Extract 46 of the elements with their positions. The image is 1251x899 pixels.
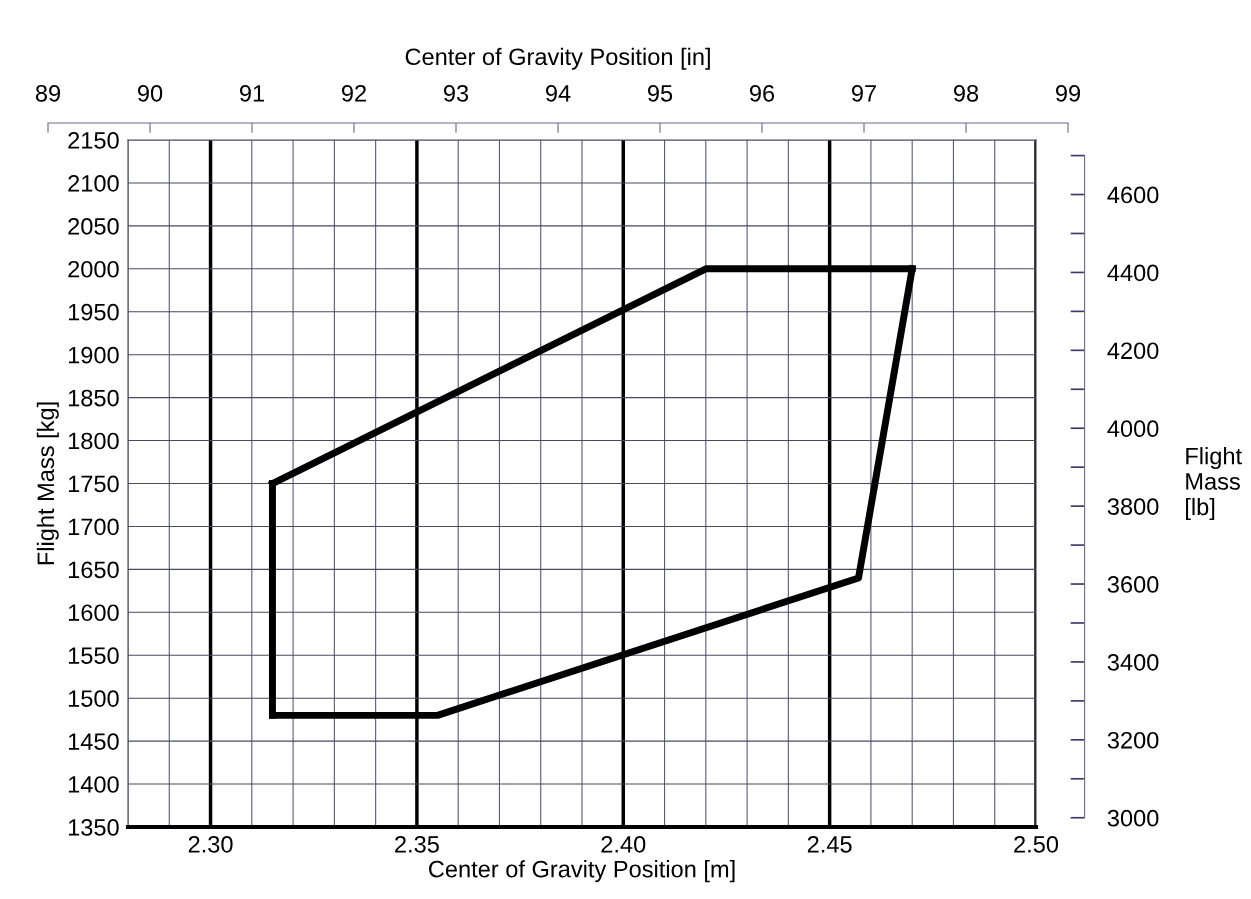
y-tick-label: 1550: [68, 647, 119, 665]
y2-tick-label: 4600: [1107, 186, 1159, 204]
y-tick-label: 1800: [68, 432, 119, 450]
x2-tick-label: 90: [137, 84, 163, 102]
x2-tick-label: 94: [545, 84, 571, 102]
y2-axis-title: Flight Mass [lb]: [1186, 447, 1242, 520]
y-tick-label: 1600: [68, 604, 119, 622]
y-tick-label: 2050: [68, 217, 119, 235]
x-tick-label: 2.45: [807, 835, 852, 853]
x2-tick-label: 92: [341, 84, 366, 102]
y-axis-title: Flight Mass [kg]: [36, 402, 59, 565]
y-tick-label: 1850: [68, 389, 119, 407]
y-tick-label: 1400: [68, 776, 119, 793]
y-tick-label: 2150: [68, 132, 119, 149]
x-axis-title: Center of Gravity Position [m]: [429, 860, 735, 883]
y-tick-label: 1700: [68, 518, 119, 536]
y-tick-label: 1650: [68, 561, 119, 579]
y2-tick-label: 3200: [1107, 731, 1159, 749]
y-tick-label: 1450: [68, 733, 119, 750]
y-tick-label: 2000: [68, 260, 119, 278]
x-tick-label: 2.40: [601, 835, 646, 853]
x2-tick-label: 99: [1055, 84, 1081, 102]
y2-tick-label: 4200: [1107, 342, 1159, 360]
y2-tick-label: 4000: [1107, 420, 1159, 438]
y-tick-label: 1350: [68, 819, 119, 836]
y2-tick-label: 4400: [1107, 264, 1159, 282]
y2-tick-label: 3600: [1107, 576, 1159, 593]
y2-tick-label: 3000: [1107, 809, 1159, 827]
y-tick-label: 1950: [68, 303, 119, 321]
y2-tick-label: 3400: [1107, 654, 1159, 671]
x-tick-label: 2.50: [1014, 835, 1059, 853]
y-tick-label: 2100: [68, 175, 119, 192]
x2-tick-label: 98: [953, 84, 979, 102]
x2-axis-title: Center of Gravity Position [in]: [405, 47, 710, 70]
y-tick-label: 1900: [68, 346, 119, 364]
x2-tick-label: 96: [749, 84, 775, 102]
x2-tick-label: 95: [647, 84, 673, 102]
x2-tick-label: 91: [239, 84, 264, 102]
x-tick-label: 2.30: [188, 835, 233, 853]
x2-tick-label: 93: [443, 84, 469, 102]
y2-tick-label: 3800: [1107, 498, 1159, 515]
x-tick-label: 2.35: [395, 835, 439, 853]
x2-tick-label: 89: [35, 84, 61, 102]
y-tick-label: 1750: [68, 475, 119, 493]
y-tick-label: 1500: [68, 690, 119, 707]
x2-tick-label: 97: [851, 84, 876, 102]
